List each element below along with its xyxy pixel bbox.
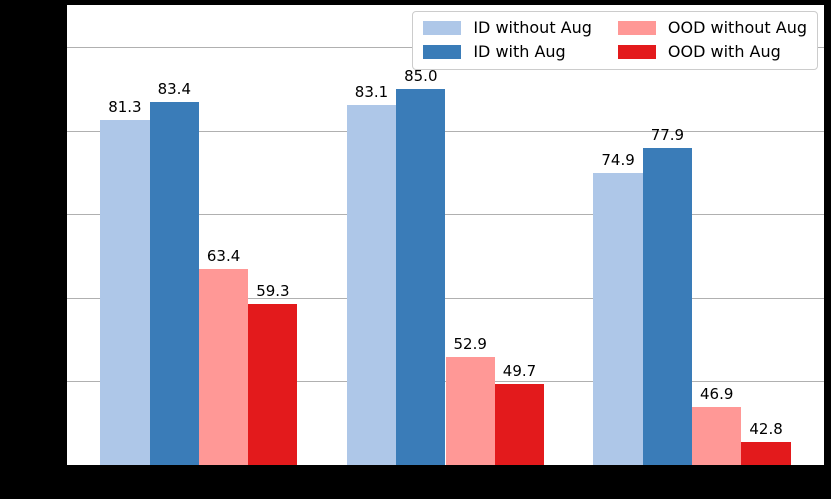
legend-swatch-ood-without-aug <box>617 21 656 35</box>
legend-swatch-ood-with-aug <box>617 45 656 59</box>
bar-value-label: 49.7 <box>502 361 537 380</box>
bar-series3-group0 <box>248 303 298 465</box>
bar-series3-group1 <box>494 383 545 465</box>
bar-series1-group0 <box>149 102 199 465</box>
bar-value-label: 74.9 <box>601 151 635 170</box>
bar-value-label: 77.9 <box>650 126 685 144</box>
bar-series3-group2 <box>741 441 791 465</box>
legend-item-id-without-aug: ID without Aug <box>423 18 592 38</box>
bar-series1-group2 <box>642 148 693 465</box>
bar-series2-group0 <box>198 269 249 465</box>
bar-series1-group1 <box>396 88 446 465</box>
bar-value-label: 42.8 <box>749 419 783 438</box>
legend-label: OOD with Aug <box>667 42 781 61</box>
bar-series0-group2 <box>593 173 643 465</box>
bar-value-label: 85.0 <box>404 66 438 85</box>
bar-value-label: 63.4 <box>206 247 241 266</box>
legend-swatch-id-with-aug <box>423 45 462 59</box>
gridline <box>67 214 824 216</box>
bar-value-label: 46.9 <box>699 385 734 404</box>
plot-area: ID without Aug ID with Aug OOD without A… <box>66 4 826 467</box>
bar-value-label: 83.1 <box>354 82 389 101</box>
legend-label: ID without Aug <box>473 18 592 37</box>
legend-item-id-with-aug: ID with Aug <box>423 42 592 62</box>
bar-series2-group2 <box>692 407 742 465</box>
legend-item-ood-without-aug: OOD without Aug <box>617 18 807 38</box>
bar-value-label: 83.4 <box>157 80 191 98</box>
bar-value-label: 81.3 <box>108 97 142 116</box>
legend-item-ood-with-aug: OOD with Aug <box>617 42 807 62</box>
legend-label: ID with Aug <box>473 42 566 61</box>
bar-series2-group1 <box>445 357 495 465</box>
bar-value-label: 52.9 <box>453 335 487 354</box>
bar-value-label: 59.3 <box>256 281 290 300</box>
bar-series0-group0 <box>100 119 150 465</box>
legend: ID without Aug ID with Aug OOD without A… <box>412 11 818 70</box>
legend-label: OOD without Aug <box>667 18 807 37</box>
legend-swatch-id-without-aug <box>423 21 462 35</box>
gridline <box>67 130 824 132</box>
bar-series0-group1 <box>346 104 397 465</box>
gridline <box>67 297 824 299</box>
